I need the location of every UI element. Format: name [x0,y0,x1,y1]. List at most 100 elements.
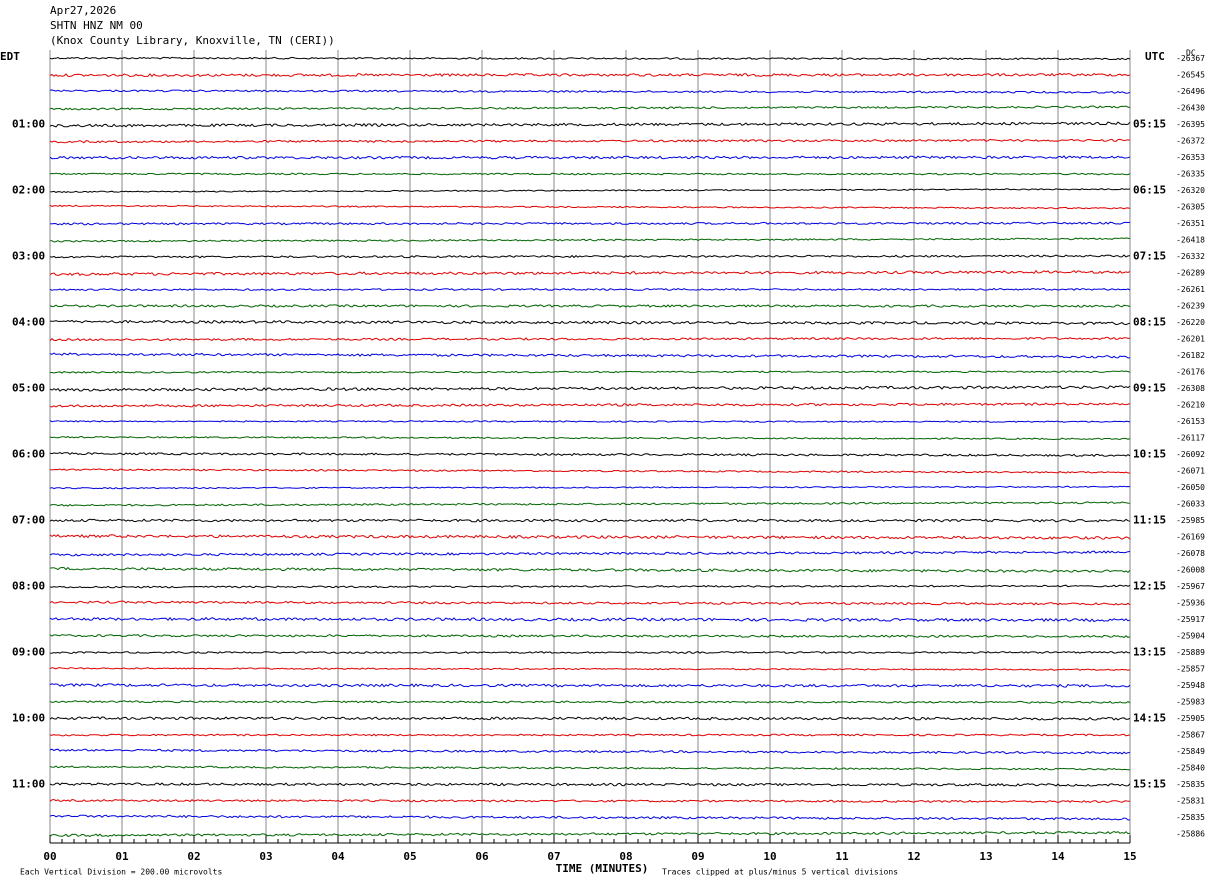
dc-value: -26169 [1176,533,1205,542]
dc-value: -26496 [1176,87,1205,96]
trace [49,336,1131,342]
dc-value: -26210 [1176,401,1205,410]
x-tick-label: 01 [115,850,129,863]
edt-label: 07:00 [12,514,45,527]
dc-value: -26308 [1176,384,1205,393]
utc-label: 15:15 [1133,778,1166,791]
x-tick-label: 00 [43,850,56,863]
dc-value: -25985 [1176,516,1205,525]
utc-label: 06:15 [1133,184,1166,197]
dc-value: -26092 [1176,450,1205,459]
trace [49,352,1130,359]
trace [49,534,1131,540]
trace [49,319,1131,326]
dc-value: -26320 [1176,186,1205,195]
trace [49,204,1131,210]
trace [49,716,1131,721]
x-tick-label: 05 [403,850,416,863]
edt-label: 10:00 [12,712,45,725]
utc-label: 08:15 [1133,316,1166,329]
clip-note: Traces clipped at plus/minus 5 vertical … [662,868,898,877]
dc-value: -25904 [1176,632,1205,641]
utc-label: 11:15 [1133,514,1166,527]
trace [49,733,1131,737]
x-tick-label: 06 [475,850,489,863]
trace [49,748,1130,755]
edt-label: 08:00 [12,580,45,593]
trace [49,616,1131,623]
dc-value: -25967 [1176,582,1205,591]
trace [49,634,1131,638]
trace [49,518,1131,523]
x-tick-label: 10 [763,850,776,863]
trace [49,830,1131,838]
x-tick-label: 03 [259,850,272,863]
trace [49,221,1131,226]
utc-label: 13:15 [1133,646,1166,659]
dc-value: -26545 [1176,71,1205,80]
dc-value: -25857 [1176,665,1205,674]
trace [49,287,1131,292]
utc-label: 12:15 [1133,580,1166,593]
dc-value: -26153 [1176,417,1205,426]
dc-value: -25886 [1176,830,1205,839]
trace [49,420,1131,423]
trace [49,782,1131,787]
dc-value: -26220 [1176,318,1205,327]
trace [49,385,1131,392]
edt-header: EDT [0,50,20,63]
x-tick-label: 09 [691,850,704,863]
trace [49,667,1131,671]
trace [49,105,1131,111]
trace [49,550,1131,557]
utc-label: 05:15 [1133,118,1166,131]
trace [49,566,1131,574]
dc-value: -26261 [1176,285,1205,294]
x-tick-label: 15 [1123,850,1136,863]
dc-value: -26372 [1176,137,1205,146]
edt-label: 02:00 [12,184,45,197]
dc-value: -26071 [1176,467,1205,476]
trace [49,304,1131,308]
x-tick-label: 02 [187,850,200,863]
trace [49,89,1131,94]
utc-label: 09:15 [1133,382,1166,395]
dc-value: -25889 [1176,648,1205,657]
utc-label: 07:15 [1133,250,1166,263]
trace [49,765,1131,771]
trace [49,798,1131,803]
dc-value: -26239 [1176,302,1205,311]
dc-value: -26289 [1176,269,1205,278]
dc-value: -26430 [1176,104,1205,113]
x-tick-label: 14 [1051,850,1065,863]
trace [49,237,1131,243]
edt-label: 06:00 [12,448,45,461]
trace [49,121,1131,128]
trace [50,370,1131,374]
dc-value: -26305 [1176,203,1205,212]
dc-value: -25849 [1176,747,1205,756]
dc-value: -26351 [1176,219,1205,228]
dc-value: -26367 [1176,54,1205,63]
division-note: Each Vertical Division = 200.00 microvol… [20,868,222,877]
dc-value: -26353 [1176,153,1205,162]
dc-value: -25936 [1176,599,1205,608]
x-tick-label: 04 [331,850,345,863]
trace [49,402,1131,408]
trace [49,56,1131,61]
title-station: SHTN HNZ NM 00 [50,19,143,32]
dc-header: DC [1186,49,1196,58]
dc-value: -26395 [1176,120,1205,129]
dc-value: -26332 [1176,252,1205,261]
trace [49,435,1131,441]
trace [49,700,1131,704]
edt-label: 03:00 [12,250,45,263]
dc-value: -26335 [1176,170,1205,179]
edt-label: 11:00 [12,778,45,791]
trace [49,452,1131,457]
utc-label: 10:15 [1133,448,1166,461]
trace [49,155,1131,160]
x-tick-label: 12 [907,850,920,863]
trace [49,72,1131,78]
